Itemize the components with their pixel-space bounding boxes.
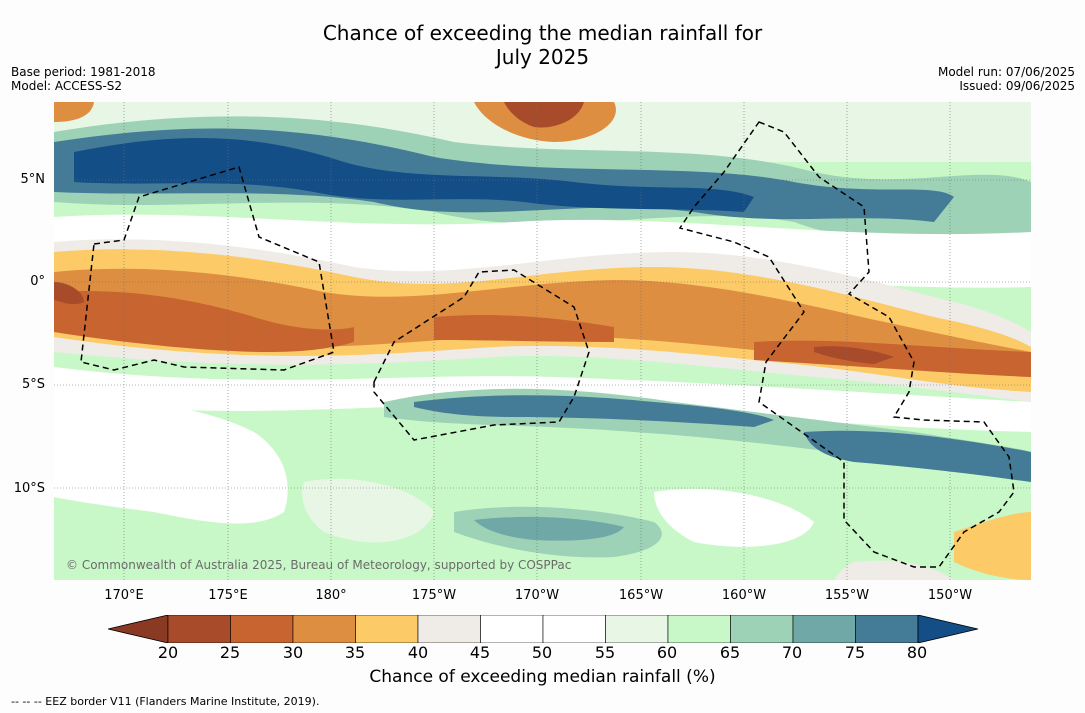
se-dry-patch — [954, 512, 1031, 580]
colorbar-tick-55: 55 — [594, 643, 616, 662]
north-dry-core — [504, 102, 584, 128]
colorbar-segment — [542, 615, 606, 643]
dry-band-20-east — [814, 346, 894, 364]
colorbar-tick-20: 20 — [157, 643, 179, 662]
colorbar-tick-25: 25 — [219, 643, 241, 662]
lon-label-165w: 165°W — [618, 588, 664, 603]
colorbar-tick-30: 30 — [282, 643, 304, 662]
colorbar-segment — [355, 615, 419, 643]
map-title: Chance of exceeding the median rainfall … — [0, 21, 1085, 69]
colorbar-segment — [605, 615, 669, 643]
colorbar-tick-75: 75 — [844, 643, 866, 662]
dry-band-25-central — [434, 315, 614, 342]
map-canvas — [54, 102, 1031, 580]
title-line-1: Chance of exceeding the median rainfall … — [322, 21, 763, 45]
south-central-core — [474, 516, 624, 541]
copyright-notice: © Commonwealth of Australia 2025, Bureau… — [66, 558, 572, 572]
north-band-80 — [74, 138, 754, 212]
colorbar-segment — [167, 615, 231, 643]
lon-label-155w: 155°W — [824, 588, 870, 603]
colorbar-tick-35: 35 — [344, 643, 366, 662]
colorbar-segment — [230, 615, 294, 643]
colorbar-tick-40: 40 — [407, 643, 429, 662]
colorbar-segment — [667, 615, 731, 643]
eez-central — [373, 269, 590, 441]
model-run: Model run: 07/06/2025 — [937, 65, 1075, 79]
sw-neutral-region — [54, 400, 288, 524]
south-east-neutral — [654, 488, 814, 547]
colorbar-arrow-low — [108, 615, 169, 643]
lon-label-180: 180° — [315, 588, 347, 603]
colorbar-tick-50: 50 — [531, 643, 553, 662]
colorbar-tick-45: 45 — [469, 643, 491, 662]
lon-label-170w: 170°W — [514, 588, 560, 603]
colorbar-tick-80: 80 — [906, 643, 928, 662]
dry-band-25-west — [54, 291, 354, 352]
south-band-75 — [414, 395, 774, 427]
nw-dry-patch — [54, 102, 94, 122]
colorbar-segment — [480, 615, 544, 643]
lat-label-5n: 5°N — [20, 172, 46, 187]
colorbar-tick-60: 60 — [656, 643, 678, 662]
colorbar-segment — [730, 615, 794, 643]
colorbar-segment — [855, 615, 919, 643]
colorbar-segment — [792, 615, 856, 643]
lon-label-150w: 150°W — [927, 588, 973, 603]
title-line-2: July 2025 — [495, 45, 590, 69]
lon-label-160w: 160°W — [721, 588, 767, 603]
colorbar-segment — [417, 615, 481, 643]
issued-date: Issued: 09/06/2025 — [959, 79, 1075, 93]
se-neutral-patch — [834, 560, 954, 580]
south-band-75-east — [804, 430, 1031, 482]
colorbar-tick-65: 65 — [719, 643, 741, 662]
eez-borders — [80, 121, 1015, 568]
eez-west — [80, 166, 335, 371]
dry-band-20-west — [54, 282, 84, 305]
colorbar-segment — [292, 615, 356, 643]
colorbar-label: Chance of exceeding median rainfall (%) — [369, 667, 716, 687]
colorbar-tick-70: 70 — [781, 643, 803, 662]
model-name: Model: ACCESS-S2 — [11, 79, 123, 93]
meta-left: Base period: 1981-2018 Model: ACCESS-S2 — [11, 65, 156, 93]
lat-label-0: 0° — [30, 274, 45, 289]
eez-east — [678, 121, 1015, 568]
lon-label-175e: 175°E — [208, 588, 248, 603]
graticule — [54, 102, 1031, 580]
lon-label-175w: 175°W — [411, 588, 457, 603]
rainfall-map — [54, 102, 1031, 580]
meta-right: Model run: 07/06/2025 Issued: 09/06/2025 — [938, 65, 1075, 93]
colorbar — [108, 615, 978, 643]
colorbar-arrow-high — [917, 615, 978, 643]
lat-label-5s: 5°S — [21, 377, 45, 392]
lat-label-10s: 10°S — [13, 481, 45, 496]
sw-light-patch — [302, 478, 434, 543]
lon-label-170e: 170°E — [104, 588, 144, 603]
base-period: Base period: 1981-2018 — [11, 65, 156, 79]
eez-footnote: -- -- -- EEZ border V11 (Flanders Marine… — [11, 695, 320, 708]
